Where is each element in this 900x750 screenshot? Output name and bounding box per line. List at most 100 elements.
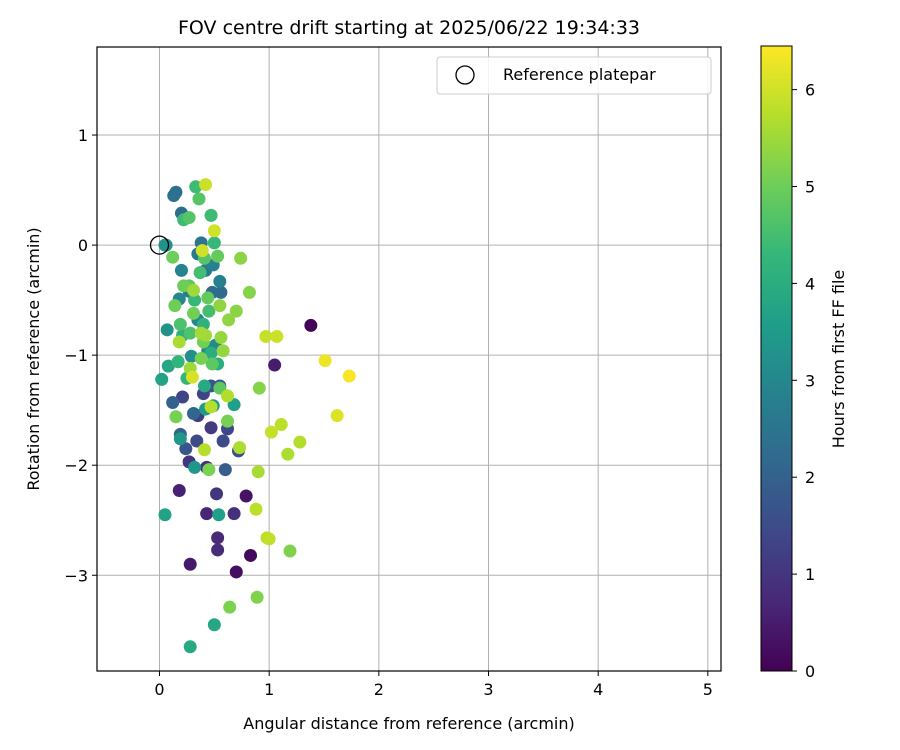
data-point xyxy=(158,508,172,522)
data-point xyxy=(189,180,203,194)
data-point xyxy=(172,484,186,498)
data-point xyxy=(242,285,256,299)
data-point xyxy=(205,357,219,371)
data-point xyxy=(192,192,206,206)
data-point xyxy=(184,349,198,363)
y-tick-label: −1 xyxy=(64,346,88,365)
data-point xyxy=(244,548,258,562)
x-axis-label: Angular distance from reference (arcmin) xyxy=(243,714,574,733)
data-point xyxy=(174,263,188,277)
data-point xyxy=(155,372,169,386)
data-point xyxy=(197,379,211,393)
x-tick-label: 1 xyxy=(264,680,274,699)
data-point xyxy=(250,590,264,604)
data-point xyxy=(161,359,175,373)
data-point xyxy=(216,344,230,358)
colorbar-tick-label: 6 xyxy=(805,81,815,100)
data-point xyxy=(171,355,185,369)
data-point xyxy=(168,299,182,313)
data-point xyxy=(204,400,218,414)
plot-frame xyxy=(96,46,722,672)
data-point xyxy=(183,640,197,654)
data-point xyxy=(169,410,183,424)
data-point xyxy=(179,442,193,456)
data-point xyxy=(187,283,201,297)
data-point xyxy=(201,291,215,305)
data-point xyxy=(188,293,202,307)
data-point xyxy=(202,304,216,318)
data-point xyxy=(227,507,241,521)
data-point xyxy=(268,358,282,372)
data-point xyxy=(264,425,278,439)
colorbar-tick-label: 4 xyxy=(805,274,815,293)
data-point xyxy=(342,369,356,383)
data-point xyxy=(160,323,174,337)
x-tick-label: 5 xyxy=(703,680,713,699)
colorbar-tick-label: 5 xyxy=(805,178,815,197)
data-point xyxy=(200,507,214,521)
data-point xyxy=(207,618,221,632)
data-point xyxy=(190,434,204,448)
x-axis-ticks: 0 1 2 3 4 5 xyxy=(154,671,713,699)
data-point xyxy=(193,266,207,280)
data-point xyxy=(169,185,183,199)
grid-lines xyxy=(97,47,721,671)
data-point xyxy=(318,354,332,368)
colorbar-tick-label: 0 xyxy=(805,662,815,681)
data-point xyxy=(229,304,243,318)
data-point xyxy=(185,370,199,384)
data-point xyxy=(221,414,235,428)
y-tick-label: −2 xyxy=(64,456,88,475)
data-point xyxy=(183,557,197,571)
data-point xyxy=(233,441,247,455)
x-tick-label: 2 xyxy=(374,680,384,699)
data-point xyxy=(197,443,211,457)
colorbar-ticks: 0 1 2 3 4 5 6 xyxy=(792,81,815,681)
reference-platepar-marker xyxy=(149,235,170,255)
data-point xyxy=(293,435,307,449)
data-point xyxy=(211,249,225,263)
colorbar-tick-label: 2 xyxy=(805,468,815,487)
data-point xyxy=(172,335,186,349)
data-point xyxy=(183,326,197,340)
data-point xyxy=(211,531,225,545)
data-point xyxy=(222,313,236,327)
data-point xyxy=(212,508,226,522)
legend-box xyxy=(436,56,712,95)
data-point xyxy=(195,244,209,258)
data-point xyxy=(249,502,263,516)
data-point xyxy=(210,487,224,501)
data-point xyxy=(234,251,248,265)
data-point xyxy=(218,463,232,477)
data-point xyxy=(202,463,216,477)
colorbar xyxy=(760,45,793,672)
data-point xyxy=(213,274,227,288)
data-point xyxy=(259,329,273,343)
data-point xyxy=(166,395,180,409)
legend: Reference platepar xyxy=(436,56,712,95)
data-point xyxy=(283,544,297,558)
data-point xyxy=(251,465,265,479)
data-point xyxy=(239,489,253,503)
legend-marker-reference xyxy=(455,65,475,85)
data-point xyxy=(199,178,213,192)
data-point xyxy=(188,460,202,474)
data-point xyxy=(182,211,196,225)
x-tick-label: 3 xyxy=(483,680,493,699)
data-point xyxy=(281,447,295,461)
x-tick-label: 0 xyxy=(154,680,164,699)
data-point xyxy=(223,600,237,614)
data-point xyxy=(187,306,201,320)
x-tick-label: 4 xyxy=(593,680,603,699)
y-axis-ticks: 1 0 −1 −2 −3 xyxy=(64,126,97,585)
colorbar-tick-label: 3 xyxy=(805,371,815,390)
data-point xyxy=(214,331,228,345)
data-points xyxy=(155,178,356,654)
data-point xyxy=(213,299,227,313)
data-point xyxy=(177,279,191,293)
y-axis-label: Rotation from reference (arcmin) xyxy=(24,227,43,490)
data-point xyxy=(194,351,208,365)
data-point xyxy=(176,390,190,404)
y-tick-label: −3 xyxy=(64,566,88,585)
